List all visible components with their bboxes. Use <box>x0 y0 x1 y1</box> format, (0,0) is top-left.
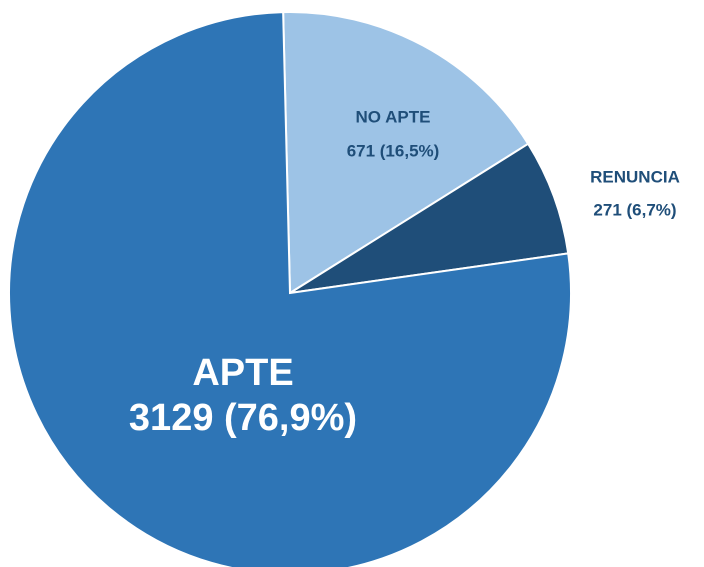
pie-slice <box>8 11 572 567</box>
slice-value-label: 271 (6,7%) <box>593 200 676 219</box>
pie-slice <box>282 11 530 295</box>
slice-label: RENUNCIA <box>590 167 680 186</box>
slice-label: NO APTE <box>356 107 431 126</box>
slice-value-label: 671 (16,5%) <box>347 141 440 160</box>
slice-value-label: 3129 (76,9%) <box>129 397 357 439</box>
slice-label: APTE <box>192 352 293 394</box>
pie-slice <box>289 142 570 294</box>
